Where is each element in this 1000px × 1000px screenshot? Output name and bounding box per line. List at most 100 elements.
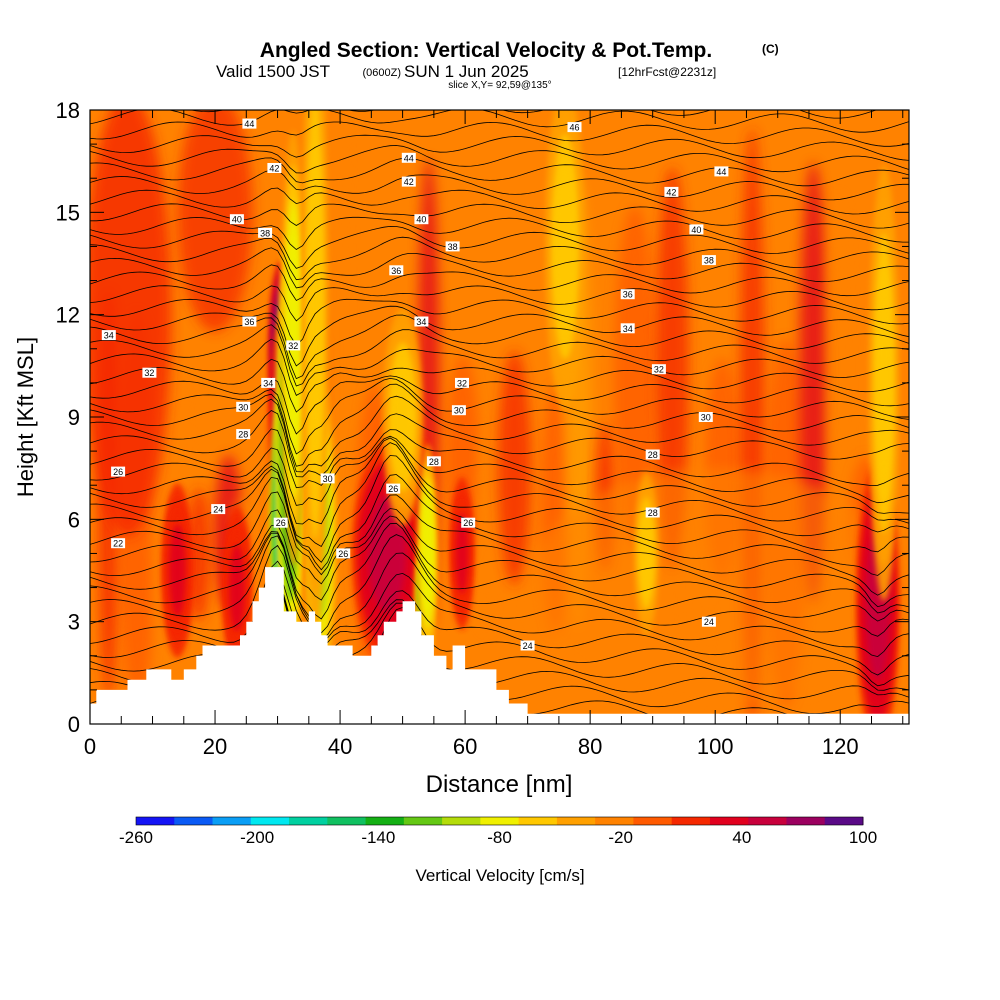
- contour-label-bg: [401, 176, 416, 187]
- contour-label-text: 36: [244, 317, 254, 327]
- contour-label-bg: [714, 166, 729, 177]
- theta-contour: [90, 383, 909, 467]
- theta-contour: [90, 410, 909, 478]
- colorbar-swatch: [709, 817, 749, 825]
- theta-contour: [90, 157, 909, 187]
- contour-label-bg: [273, 517, 288, 528]
- contour-label-text: 26: [463, 518, 473, 528]
- contour-label-text: 40: [691, 225, 701, 235]
- contour-label: 38: [258, 227, 273, 238]
- colorbar-swatch: [671, 817, 711, 825]
- valid-time: Valid 1500 JST: [216, 62, 330, 81]
- colorbar-swatch: [748, 817, 787, 825]
- contour-label-text: 32: [144, 368, 154, 378]
- theta-contour: [90, 247, 909, 289]
- x-tick-label: 20: [203, 734, 227, 759]
- x-axis-label: Distance [nm]: [426, 771, 573, 798]
- contour-label-bg: [236, 401, 251, 412]
- velocity-band: [177, 110, 253, 332]
- contour-label-text: 44: [244, 119, 254, 129]
- contour-label-text: 46: [569, 123, 579, 133]
- colorbar-swatch: [250, 817, 290, 825]
- theta-contour: [90, 187, 909, 215]
- valid-zulu: (0600Z): [362, 67, 401, 79]
- colorbar-tick-label: -20: [608, 828, 633, 847]
- y-tick-labels: 0 3 6 9 12 15 18: [56, 98, 80, 737]
- theta-contour: [90, 203, 909, 229]
- contour-label-text: 32: [457, 378, 467, 388]
- contour-label-bg: [520, 640, 535, 651]
- theta-contour: [90, 515, 909, 608]
- contour-label: 26: [111, 466, 126, 477]
- contour-label: 28: [236, 429, 251, 440]
- theta-contour: [90, 437, 909, 525]
- contour-label: 40: [414, 214, 429, 225]
- contour-label-text: 28: [238, 430, 248, 440]
- contour-label-bg: [261, 377, 276, 388]
- contour-label-text: 36: [623, 290, 633, 300]
- velocity-streak: [498, 350, 531, 585]
- contour-label-text: 36: [391, 266, 401, 276]
- colorbar-frame: [135, 816, 864, 826]
- contour-label: 26: [336, 548, 351, 559]
- colorbar-swatch: [633, 817, 673, 825]
- contour-label: 38: [701, 255, 716, 266]
- velocity-streak: [477, 427, 495, 632]
- contour-label-bg: [211, 504, 226, 515]
- contour-label-bg: [229, 214, 244, 225]
- theta-contour: [90, 145, 909, 174]
- theta-contour: [90, 338, 909, 396]
- theta-contour: [90, 442, 909, 548]
- contour-label-text: 34: [623, 324, 633, 334]
- colorbar-swatch: [442, 817, 481, 825]
- contour-label-text: 28: [648, 508, 658, 518]
- contour-label-bg: [386, 483, 401, 494]
- y-tick-label: 12: [56, 303, 80, 328]
- y-tick-label: 6: [68, 507, 80, 532]
- x-tick-label: 0: [84, 734, 96, 759]
- colorbar-swatch: [212, 817, 252, 825]
- contour-label-text: 30: [323, 474, 333, 484]
- contour-label-bg: [620, 323, 635, 334]
- contour-label-bg: [620, 289, 635, 300]
- contour-label: 44: [714, 166, 729, 177]
- contour-label: 38: [445, 241, 460, 252]
- colorbar-swatch: [518, 817, 558, 825]
- theta-contour: [90, 264, 909, 302]
- contour-label: 42: [401, 176, 416, 187]
- theta-contour: [90, 169, 909, 201]
- contour-label-text: 38: [448, 242, 458, 252]
- y-axis-label: Height [Kft MSL]: [13, 337, 38, 497]
- theta-contour: [90, 395, 909, 473]
- theta-contour: [90, 522, 909, 620]
- theta-contour: [90, 324, 909, 387]
- theta-contour: [90, 428, 909, 489]
- contour-label-bg: [414, 316, 429, 327]
- contour-label-bg: [320, 473, 335, 484]
- contour-label: 42: [664, 186, 679, 197]
- contour-label-text: 34: [104, 331, 114, 341]
- contour-label-bg: [242, 316, 257, 327]
- velocity-band: [90, 110, 172, 537]
- x-tick-label: 120: [822, 734, 859, 759]
- colorbar-tick-label: -260: [119, 828, 153, 847]
- forecast-info: [12hrFcst@2231z]: [618, 65, 716, 79]
- x-tick-labels: 0 20 40 60 80 100 120: [84, 734, 859, 759]
- contour-label: 24: [701, 616, 716, 627]
- colorbar-swatch: [327, 817, 367, 825]
- chart-title-mark: (C): [762, 42, 779, 56]
- updraft-cell: [455, 512, 469, 595]
- terrain: [90, 567, 909, 724]
- contour-label-text: 28: [429, 457, 439, 467]
- slice-info: slice X,Y= 92,59@135°: [448, 80, 551, 91]
- contour-label-text: 30: [238, 402, 248, 412]
- colorbar-label: Vertical Velocity [cm/s]: [415, 866, 584, 885]
- velocity-streak: [656, 167, 689, 572]
- contour-label-bg: [111, 538, 126, 549]
- contour-label: 36: [620, 289, 635, 300]
- theta-contours: [90, 110, 909, 724]
- colorbar-swatch: [786, 817, 826, 825]
- velocity-band: [527, 468, 903, 707]
- contour-label-text: 30: [701, 413, 711, 423]
